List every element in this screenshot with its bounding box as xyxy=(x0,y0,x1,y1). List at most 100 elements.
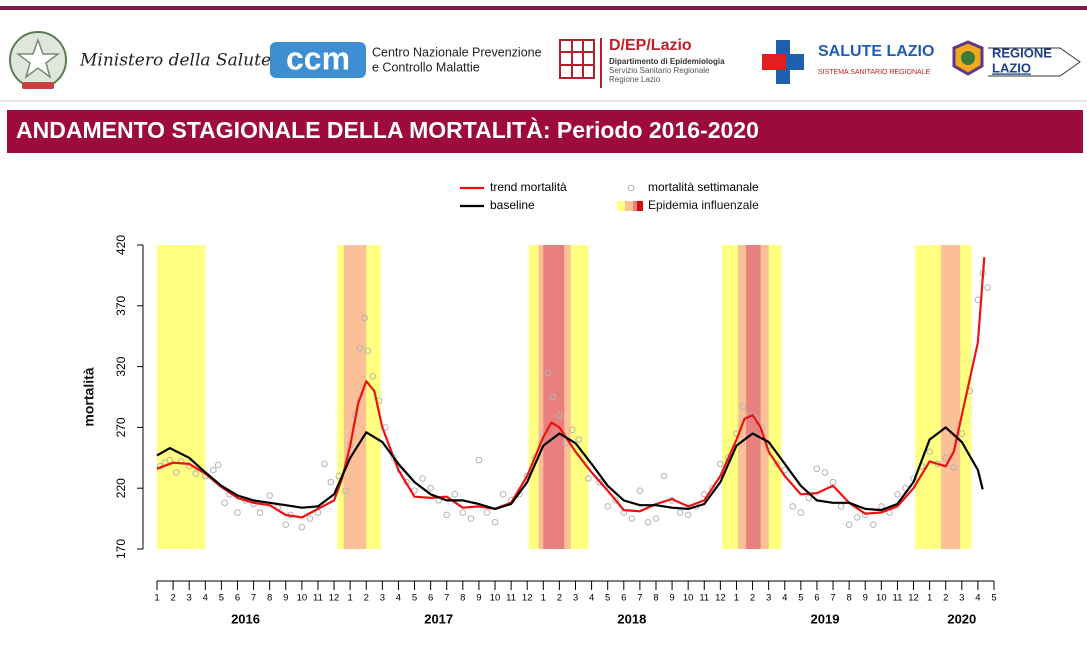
x-tick-label: 4 xyxy=(203,593,208,604)
weekly-point xyxy=(443,511,451,519)
x-tick-label: 5 xyxy=(605,593,610,604)
weekly-point xyxy=(451,490,459,498)
weekly-point xyxy=(459,509,467,516)
weekly-point xyxy=(327,478,335,486)
weekly-point xyxy=(837,503,845,510)
weekly-point xyxy=(612,497,620,504)
legend-label: trend mortalità xyxy=(490,180,567,194)
weekly-point xyxy=(628,515,636,522)
legend-swatch xyxy=(617,201,626,211)
weekly-point xyxy=(282,521,290,528)
weekly-point xyxy=(483,509,491,516)
trend-line xyxy=(156,426,984,512)
x-tick-label: 4 xyxy=(589,593,594,604)
x-tick-label: 5 xyxy=(412,593,417,604)
banner xyxy=(7,110,1083,153)
weekly-point xyxy=(575,436,583,443)
weekly-point xyxy=(821,469,829,476)
legend-swatch xyxy=(625,201,634,211)
ccm-line: Centro Nazionale Prevenzione xyxy=(372,45,542,59)
weekly-point xyxy=(644,518,652,526)
x-tick-label: 2 xyxy=(364,593,369,604)
x-tick-label: 1 xyxy=(734,593,739,604)
y-tick-label: 370 xyxy=(114,295,128,315)
legend-label: baseline xyxy=(490,198,535,212)
salute-subtitle: SISTEMA SANITARIO REGIONALE xyxy=(818,69,931,76)
x-tick-label: 7 xyxy=(830,593,835,604)
banner-title: ANDAMENTO STAGIONALE DELLA MORTALITÀ: Pe… xyxy=(16,116,759,143)
dep-line: Servizio Sanitario Regionale xyxy=(609,66,710,75)
x-tick-label: 12 xyxy=(329,593,340,604)
ccm-logo-text: ccm xyxy=(286,40,350,76)
weekly-point xyxy=(585,475,592,482)
weekly-point xyxy=(499,490,507,498)
weekly-point xyxy=(789,503,797,510)
legend-label: mortalità settimanale xyxy=(648,180,759,194)
dep-logo-text: D/EP/Lazio xyxy=(609,37,692,54)
y-tick-label: 170 xyxy=(114,539,128,559)
epidemic-band xyxy=(343,245,367,549)
x-tick-label: 9 xyxy=(476,593,481,604)
weekly-point xyxy=(861,511,869,519)
weekly-point xyxy=(298,523,306,531)
weekly-point xyxy=(958,430,966,437)
weekly-point xyxy=(467,515,475,522)
x-tick-label: 8 xyxy=(653,593,658,604)
weekly-point xyxy=(306,515,314,522)
x-tick-label: 1 xyxy=(154,593,159,604)
x-tick-label: 3 xyxy=(573,593,578,604)
y-tick-label: 270 xyxy=(114,417,128,437)
x-tick-label: 5 xyxy=(219,593,224,604)
x-tick-label: 2 xyxy=(943,593,948,604)
legend-swatch xyxy=(627,184,635,192)
weekly-point xyxy=(660,472,668,480)
x-tick-label: 6 xyxy=(621,593,626,604)
year-label: 2017 xyxy=(424,611,453,626)
weekly-point xyxy=(369,373,376,380)
year-label: 2018 xyxy=(617,611,646,626)
x-tick-label: 8 xyxy=(460,593,465,604)
legend-swatch xyxy=(637,201,643,211)
x-tick-label: 10 xyxy=(876,593,887,604)
x-tick-label: 11 xyxy=(313,593,323,604)
salute-title: SALUTE LAZIO xyxy=(818,43,934,60)
weekly-point xyxy=(950,464,958,471)
x-tick-label: 4 xyxy=(975,593,980,604)
ccm-line: e Controllo Malattie xyxy=(372,60,480,74)
regione-line: LAZIO xyxy=(992,60,1031,75)
weekly-point xyxy=(568,426,576,434)
x-tick-label: 9 xyxy=(863,593,868,604)
ministero-logo xyxy=(9,31,67,89)
weekly-point xyxy=(544,369,552,376)
x-tick-label: 11 xyxy=(892,593,902,604)
x-tick-label: 10 xyxy=(683,593,694,604)
y-tick-label: 420 xyxy=(114,235,128,255)
weekly-point xyxy=(321,460,328,468)
x-tick-label: 12 xyxy=(908,593,919,604)
x-tick-label: 9 xyxy=(283,593,288,604)
ministero-name: Ministero della Salute xyxy=(79,51,271,71)
epidemic-band xyxy=(543,245,565,549)
weekly-point xyxy=(684,511,692,519)
x-tick-label: 6 xyxy=(814,593,819,604)
x-tick-label: 9 xyxy=(669,593,674,604)
epidemic-band xyxy=(746,245,761,549)
regione-line: REGIONE xyxy=(992,45,1052,60)
x-tick-label: 10 xyxy=(297,593,308,604)
weekly-point xyxy=(676,509,684,516)
weekly-point xyxy=(869,521,877,528)
weekly-point xyxy=(210,466,217,474)
x-tick-label: 6 xyxy=(235,593,240,604)
x-tick-label: 12 xyxy=(522,593,533,604)
weekly-point xyxy=(475,456,483,464)
y-tick-label: 320 xyxy=(114,356,128,376)
year-label: 2020 xyxy=(947,611,976,626)
dep-line: Dipartimento di Epidemiologia xyxy=(609,57,725,66)
ccm-logo xyxy=(270,42,366,78)
x-tick-label: 3 xyxy=(187,593,192,604)
weekly-point xyxy=(942,454,950,462)
y-tick-label: 220 xyxy=(114,478,128,498)
weekly-point xyxy=(173,469,180,476)
